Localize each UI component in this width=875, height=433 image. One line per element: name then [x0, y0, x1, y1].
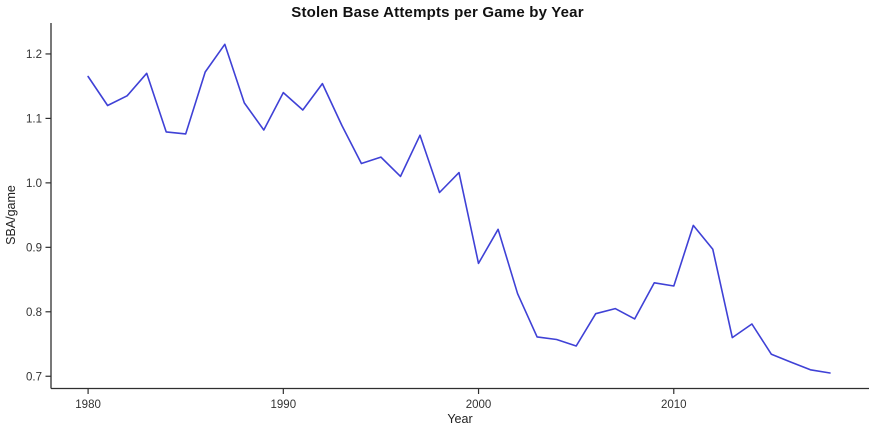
y-axis-label: SBA/game	[4, 185, 18, 245]
x-tick-label: 1980	[75, 399, 101, 411]
x-tick-label: 2010	[661, 399, 687, 411]
x-axis-label: Year	[447, 412, 473, 426]
y-tick-label: 1.1	[26, 113, 42, 125]
x-tick-label: 2000	[466, 399, 492, 411]
chart-title: Stolen Base Attempts per Game by Year	[291, 4, 584, 21]
y-tick-label: 0.8	[26, 307, 42, 319]
y-tick-label: 1.2	[26, 49, 42, 61]
y-tick-label: 0.9	[26, 242, 42, 254]
y-tick-label: 1.0	[26, 178, 42, 190]
sba-per-game-line	[87, 43, 831, 374]
y-tick-label: 0.7	[26, 371, 42, 383]
x-tick-label: 1990	[271, 399, 297, 411]
